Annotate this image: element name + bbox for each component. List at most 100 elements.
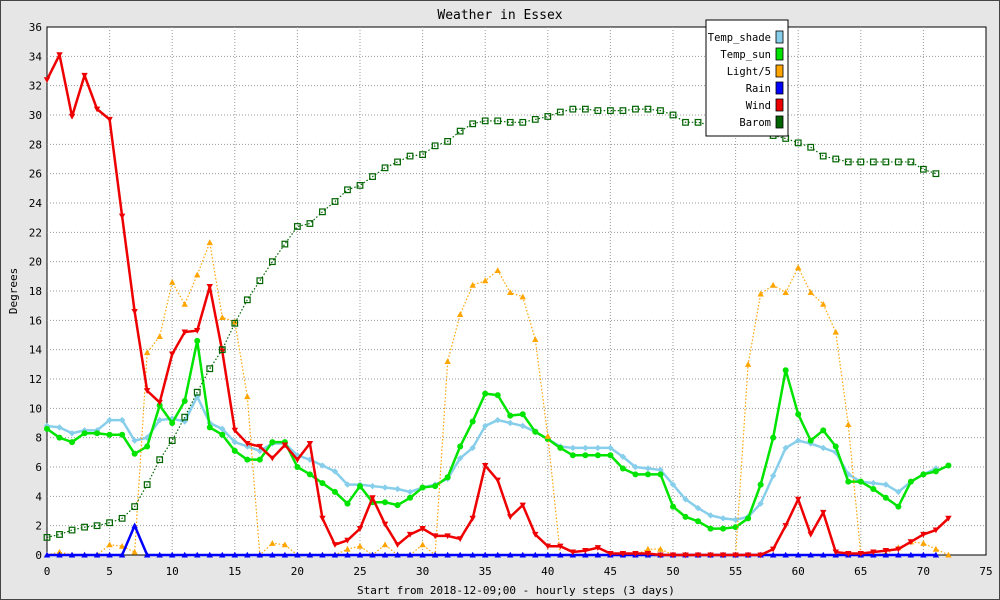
data-point [381,521,389,528]
data-point [118,551,126,558]
y-tick-label: 36 [29,21,42,34]
data-point [206,284,213,290]
legend-label-rain: Rain [746,83,771,95]
data-point [507,419,514,427]
data-point [882,158,890,166]
data-point [68,113,76,120]
data-point [394,485,401,493]
data-point [770,434,777,441]
data-point [619,453,627,460]
data-point [106,541,113,548]
data-point [457,443,464,450]
data-point [532,551,539,558]
data-point [607,550,614,557]
data-point [519,502,526,509]
data-point [632,105,639,113]
data-point [557,444,564,451]
data-point [444,551,451,558]
data-point [619,550,627,557]
data-point [369,173,376,181]
data-point [507,289,514,296]
data-point [432,483,439,490]
legend-label-wind: Wind [746,100,771,112]
data-point [745,515,752,522]
data-point [682,496,689,503]
data-point [382,499,389,506]
data-point [795,437,802,444]
data-point [607,452,614,459]
data-point [819,152,827,160]
data-point [882,551,890,558]
data-point [56,434,63,441]
legend: Temp_shade Temp_sun Light/5 Rain Wind Barom [705,19,789,137]
data-point [782,523,789,529]
data-point [707,552,714,559]
data-point [807,551,814,558]
data-point [782,367,789,374]
data-point [381,541,389,548]
data-point [56,551,63,558]
data-point [669,481,677,488]
data-point [256,277,264,285]
data-point [507,551,514,558]
data-point [582,551,589,558]
data-point [844,158,852,166]
data-point [469,444,476,452]
data-point [519,551,526,558]
data-point [406,152,414,160]
data-point [369,482,376,490]
data-point [206,239,213,246]
y-tick-label: 28 [29,138,42,151]
data-point [68,526,76,534]
data-point [532,428,539,435]
data-point [682,513,689,520]
data-point [531,115,539,123]
data-point [306,551,314,558]
data-point [845,478,852,485]
data-point [820,551,827,558]
data-point [657,545,664,552]
data-point [482,551,489,558]
data-point [143,349,151,356]
data-point [469,551,476,558]
data-point [870,479,877,487]
data-point [832,328,839,335]
data-point [769,281,777,288]
data-point [156,551,163,558]
data-point [644,545,652,552]
data-point [194,328,201,334]
data-point [294,551,301,558]
data-point [268,258,276,266]
data-point [582,452,589,459]
data-point [807,289,814,296]
data-point [356,526,364,532]
data-point [419,151,426,159]
y-tick-label: 2 [35,520,42,533]
data-point [243,296,251,304]
data-point [169,351,176,358]
data-point [381,164,389,172]
data-point [194,551,201,558]
data-point [281,240,289,248]
data-point [544,433,551,439]
data-point [619,107,627,115]
data-point [932,545,940,552]
data-point [181,329,188,336]
data-point [820,301,827,307]
data-point [231,447,238,454]
data-point [832,549,839,556]
x-tick-label: 55 [729,565,742,578]
data-point [206,551,213,558]
data-point [144,443,151,450]
data-point [569,549,577,556]
data-point [219,551,226,558]
legend-swatch-light-5 [775,64,784,78]
data-point [256,551,264,558]
data-point [494,392,501,399]
data-point [456,127,464,135]
data-point [43,77,51,83]
data-point [394,158,401,166]
data-point [644,465,652,472]
data-point [494,416,501,424]
